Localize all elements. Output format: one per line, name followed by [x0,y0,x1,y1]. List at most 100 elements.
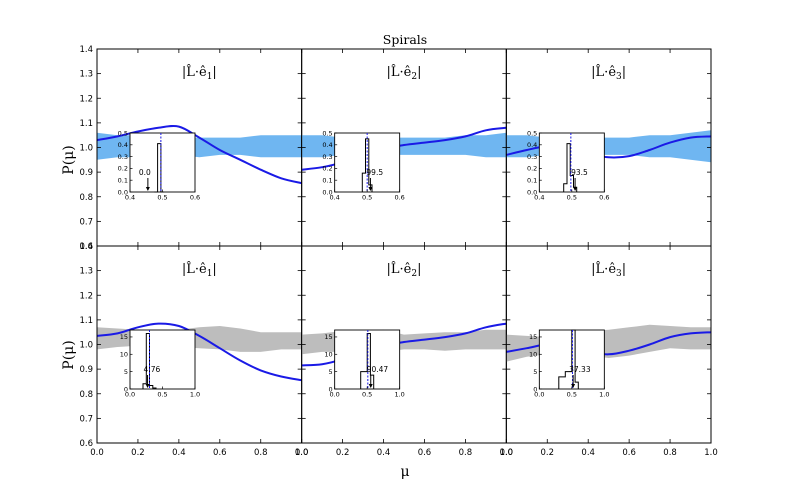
inset-x-tick-label: 0.5 [362,194,372,202]
x-tick-label: 0.2 [131,448,145,458]
inset-y-tick-label: 0.5 [322,129,332,137]
y-axis-label-top: P(μ) [61,145,77,174]
x-tick-label: 0.4 [172,448,186,458]
panel-top-3: |L̂·ê3| 93.5 0.0 0.1 0.2 0.3 0.4 0.5 0.4 0.5 0.6 [505,48,712,247]
panel-label-subscript: 1 [207,269,213,279]
y-tick-label: 0.7 [79,217,93,227]
inset-y-tick-label: 0.4 [322,141,332,149]
inset-y-tick-label: 0 [329,385,333,393]
x-tick-label: 1.0 [295,448,309,458]
x-tick-label: 0.0 [500,448,514,458]
inset-annotation: 99.5 [366,168,383,177]
inset-histogram: 90.47 0 5 10 15 0.0 0.5 1.0 [324,329,405,399]
inset-histogram: 99.5 0.0 0.1 0.2 0.3 0.4 0.5 0.4 0.5 0.6 [322,129,405,201]
inset-x-tick-label: 0.5 [567,194,577,202]
x-axis-label: μ [400,464,409,480]
inset-y-tick-label: 0.4 [118,141,128,149]
x-tick-label: 0.4 [581,448,595,458]
panel-label-subscript: 2 [411,269,417,279]
inset-frame [538,132,605,193]
panel-bottom-1: 0.60.70.80.91.01.11.21.31.40.0 0.2 0.4 0.6 0… [79,242,308,458]
figure-title: Spirals [383,32,427,47]
inset-x-tick-label: 0.5 [567,391,577,399]
inset-x-tick-label: 0.4 [125,194,135,202]
inset-y-tick-label: 0.1 [118,177,128,185]
y-tick-label: 1.2 [79,94,93,104]
inset-x-tick-label: 0.5 [157,194,167,202]
panel-label-bar: | [212,65,216,80]
y-tick-label: 1.4 [79,242,93,252]
panel-top-1: 0.60.70.80.91.01.11.21.31.4|L̂·ê1|0.00.0… [79,45,303,252]
inset-x-tick-label: 0.0 [125,391,135,399]
inset-histogram: 93.5 0.0 0.1 0.2 0.3 0.4 0.5 0.4 0.5 0.6 [527,129,610,201]
y-tick-label: 1.0 [79,341,93,351]
inset-y-tick-label: 5 [533,368,537,376]
inset-y-tick-label: 0.2 [118,165,128,173]
inset-frame [129,132,196,193]
x-tick-label: 0.6 [622,448,636,458]
inset-x-tick-label: 1.0 [599,391,609,399]
inset-x-tick-label: 0.6 [190,194,200,202]
panel-label-bar: | [417,65,421,80]
histogram-bars [558,329,579,389]
panel-label: |L̂·ê3| [591,64,626,82]
y-tick-label: 1.3 [79,70,93,80]
inset-y-tick-label: 5 [329,368,333,376]
panel-label-bar: | [212,262,216,277]
x-tick-label: 0.6 [213,448,227,458]
histogram-bars [360,333,375,389]
y-tick-label: 0.9 [79,365,93,375]
inset-y-tick-label: 0.0 [322,188,332,196]
reference-arrowhead [145,187,150,191]
inset-y-tick-label: 0.2 [322,165,332,173]
inset-histogram: 37.33 0 5 10 15 0.0 0.5 1.0 [529,329,610,399]
inset-x-tick-label: 0.6 [599,194,609,202]
histogram-bars [154,143,165,193]
inset-y-tick-label: 5 [124,368,128,376]
histogram-bars [361,138,373,192]
inset-y-tick-label: 0 [124,385,128,393]
y-tick-label: 0.8 [79,390,93,400]
y-tick-label: 1.4 [79,45,93,55]
panel-label-bar: | [622,65,626,80]
reference-arrowhead [573,187,578,191]
y-tick-label: 1.2 [79,291,93,301]
x-tick-label: 0.6 [418,448,432,458]
inset-y-tick-label: 0.1 [527,177,537,185]
inset-x-tick-label: 0.4 [534,194,544,202]
panel-label: |L̂·ê2| [387,261,422,279]
inset-y-tick-label: 0.0 [527,188,537,196]
inset-x-tick-label: 0.4 [329,194,339,202]
panel-label: |L̂·ê1| [182,261,217,279]
pdf-curve [96,322,302,382]
inset-y-tick-label: 15 [324,333,332,341]
y-tick-label: 0.9 [79,168,93,178]
x-tick-label: 0.8 [663,448,677,458]
inset-y-tick-label: 15 [120,333,128,341]
inset-y-tick-label: 0.5 [527,129,537,137]
inset-annotation: 0.0 [139,168,151,177]
inset-x-tick-label: 0.5 [362,391,372,399]
x-tick-label: 0.0 [295,448,309,458]
panel-label: |L̂·ê3| [591,261,626,279]
x-tick-label: 0.8 [254,448,268,458]
y-tick-label: 1.1 [79,316,93,326]
x-tick-label: 0.2 [336,448,350,458]
inset-annotation: 93.5 [571,168,588,177]
inset-y-tick-label: 10 [120,351,128,359]
plot-area: 0.6 0.7 0.8 0.9 1.0 1.1 1.2 1.3 1.4 |L̂·ê1| 0.0 0.0… [79,45,717,458]
y-tick-label: 1.0 [79,144,93,154]
reference-arrowhead [145,384,150,388]
panel-label: |L̂·ê1| [182,64,217,82]
panel-label-bar: | [622,262,626,277]
inset-y-tick-label: 0.3 [118,153,128,161]
inset-y-tick-label: 15 [529,333,537,341]
inset-x-tick-label: 0.0 [329,391,339,399]
inset-y-tick-label: 0.3 [322,153,332,161]
y-tick-label: 1.1 [79,119,93,129]
panel-label: |L̂·ê2| [387,64,422,82]
x-tick-label: 0.2 [541,448,555,458]
inset-annotation: 37.33 [569,365,591,374]
reference-arrowhead [368,384,373,388]
